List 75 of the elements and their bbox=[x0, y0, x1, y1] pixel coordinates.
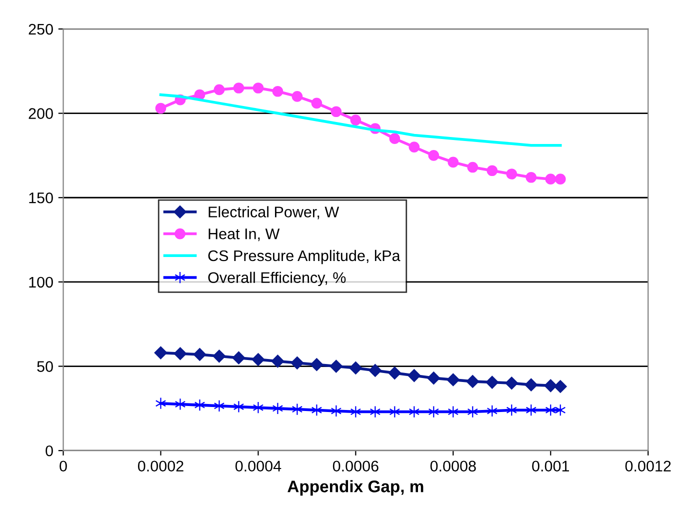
point bbox=[545, 174, 556, 184]
point bbox=[194, 89, 206, 100]
point bbox=[467, 406, 478, 418]
y-tick-label: 0 bbox=[46, 445, 53, 456]
point bbox=[252, 353, 265, 366]
y-tick-label: 50 bbox=[37, 361, 53, 372]
x-tick-label: 0.0006 bbox=[332, 460, 378, 472]
point bbox=[212, 350, 226, 363]
point bbox=[486, 376, 499, 389]
x-tick-label: 0 bbox=[60, 460, 67, 472]
point bbox=[154, 346, 168, 360]
point bbox=[428, 150, 440, 161]
point bbox=[554, 174, 566, 184]
point bbox=[408, 142, 420, 152]
point bbox=[526, 172, 537, 183]
y-tick-label: 200 bbox=[28, 108, 53, 119]
point bbox=[554, 380, 567, 393]
point bbox=[174, 347, 187, 360]
point bbox=[467, 162, 478, 173]
point bbox=[272, 402, 284, 415]
point bbox=[446, 373, 460, 386]
x-tick-label: 0.0012 bbox=[625, 460, 671, 472]
point bbox=[505, 376, 518, 390]
point bbox=[271, 354, 284, 368]
point bbox=[389, 133, 400, 144]
point bbox=[408, 369, 421, 382]
point bbox=[427, 372, 440, 385]
point bbox=[311, 98, 322, 109]
point bbox=[232, 351, 246, 364]
point bbox=[174, 398, 186, 410]
x-tick-label: 0.0002 bbox=[138, 460, 184, 472]
y-tick-label: 150 bbox=[29, 192, 53, 204]
x-axis-title: Appendix Gap, m bbox=[288, 480, 424, 496]
point bbox=[389, 406, 400, 418]
legend-label: Heat In, W bbox=[208, 228, 280, 242]
x-tick-label: 0.0008 bbox=[430, 460, 476, 472]
point bbox=[330, 360, 343, 373]
point bbox=[349, 362, 362, 374]
point bbox=[448, 156, 459, 168]
point bbox=[272, 86, 284, 97]
legend-label: CS Pressure Amplitude, kPa bbox=[208, 250, 400, 264]
point bbox=[466, 374, 480, 388]
point bbox=[370, 406, 381, 418]
point bbox=[233, 82, 244, 94]
point bbox=[330, 106, 342, 118]
point bbox=[448, 406, 459, 418]
point bbox=[310, 358, 324, 372]
point bbox=[290, 356, 304, 370]
point bbox=[524, 378, 538, 392]
point bbox=[155, 102, 166, 114]
point bbox=[506, 168, 518, 180]
point bbox=[155, 397, 166, 410]
point bbox=[252, 401, 264, 414]
point bbox=[544, 379, 558, 392]
point bbox=[428, 406, 440, 418]
point bbox=[193, 348, 206, 361]
point bbox=[292, 91, 303, 102]
point bbox=[388, 366, 402, 380]
legend-label: Electrical Power, W bbox=[208, 206, 340, 220]
point bbox=[486, 165, 498, 176]
point bbox=[233, 400, 244, 413]
point bbox=[194, 398, 206, 412]
point bbox=[214, 84, 225, 96]
point bbox=[368, 364, 382, 377]
x-tick-label: 0.0004 bbox=[235, 460, 282, 472]
y-tick-label: 100 bbox=[29, 276, 53, 288]
legend-label: Overall Efficiency, % bbox=[208, 272, 346, 286]
point bbox=[408, 406, 420, 418]
point bbox=[252, 82, 264, 94]
point bbox=[350, 406, 362, 418]
y-tick-label: 250 bbox=[28, 24, 53, 35]
point bbox=[214, 400, 225, 412]
point bbox=[350, 114, 362, 126]
x-tick-label: 0.001 bbox=[532, 460, 569, 472]
point bbox=[292, 403, 303, 416]
